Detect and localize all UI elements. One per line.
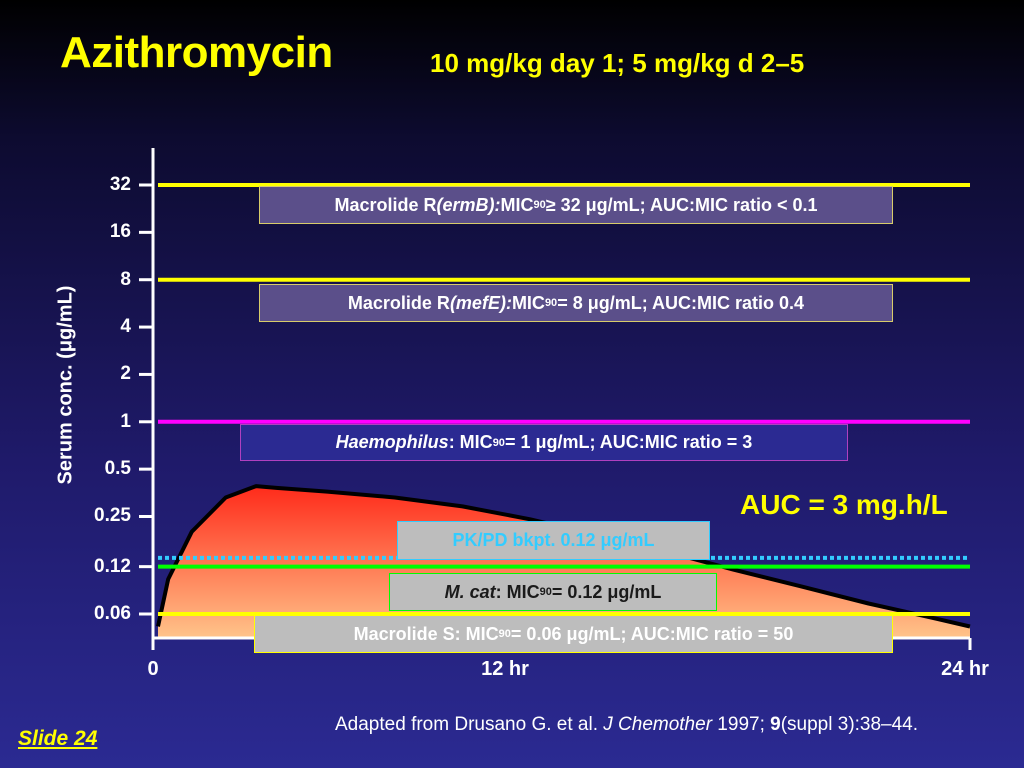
citation-journal: J Chemother [603,714,713,735]
pkpd-box: PK/PD bkpt. 0.12 μg/mL [397,521,710,560]
haemophilus-post: = 1 μg/mL; AUC:MIC ratio = 3 [504,432,753,452]
mcat-box: M. cat : MIC 90 = 0.12 μg/mL [389,573,717,611]
y-tick-label: 2 [120,363,131,385]
y-tick-label: 0.5 [104,458,131,480]
x-tick-label: 0 [147,658,159,680]
y-tick-label: 4 [120,316,131,338]
y-tick-label: 1 [120,410,131,432]
y-tick-label: 0.12 [94,555,131,577]
mefe-sub: 90 [544,297,558,309]
mcat-sub: 90 [539,586,552,598]
haemophilus-italic: Haemophilus [335,432,449,452]
citation: Adapted from Drusano G. et al. J Chemoth… [335,714,918,736]
mefe-mic: MIC [511,292,545,313]
y-tick-label: 16 [109,221,131,243]
mcat-post: = 0.12 μg/mL [551,581,662,602]
slide-number: Slide 24 [18,727,98,750]
mcat-italic: M. cat [444,581,496,602]
pkpd-text: PK/PD bkpt. 0.12 μg/mL [452,530,655,550]
macrolide-s-sub: 90 [498,628,511,640]
x-tick-label: 24 hr [941,658,989,680]
x-tick-label: 12 hr [481,658,529,680]
y-tick-label: 32 [109,174,131,195]
slide-title: Azithromycin [60,28,333,77]
ermb-box: Macrolide R (ermB): MIC 90 ≥ 32 μg/mL; AU… [259,186,893,224]
haemophilus-mic: : MIC [448,432,493,452]
haemophilus-sub: 90 [492,436,505,449]
macrolide-s-post: = 0.06 μg/mL; AUC:MIC ratio = 50 [510,623,794,644]
citation-year: 1997; [712,714,771,735]
citation-pre: Adapted from Drusano G. et al. [335,714,604,735]
ermb-sub: 90 [533,199,546,211]
mefe-post: = 8 μg/mL; AUC:MIC ratio 0.4 [557,292,805,313]
mcat-mic: : MIC [495,581,540,602]
mefe-italic: (mefE): [449,292,512,313]
macrolide-s-pre: Macrolide S: MIC [353,623,499,644]
mefe-box: Macrolide R (mefE): MIC 90 = 8 μg/mL; AUC… [259,284,893,322]
citation-volume: 9 [770,714,781,735]
mefe-pre: Macrolide R [347,292,450,313]
concentration-curve-line [156,484,971,629]
concentration-curve-area [158,486,970,638]
citation-post: (suppl 3):38–44. [780,714,919,735]
ermb-post: ≥ 32 μg/mL; AUC:MIC ratio < 0.1 [545,194,818,215]
macrolide-s-box: Macrolide S: MIC 90 = 0.06 μg/mL; AUC:MIC… [254,615,893,653]
ermb-pre: Macrolide R [334,194,437,215]
ermb-italic: (ermB): [436,194,501,215]
auc-annotation: AUC = 3 mg.h/L [740,489,948,520]
haemophilus-box: Haemophilus : MIC 90 = 1 μg/mL; AUC:MIC r… [240,424,848,461]
slide-subtitle: 10 mg/kg day 1; 5 mg/kg d 2–5 [430,48,805,78]
y-tick-label: 0.25 [94,505,131,527]
y-tick-label: 0.06 [94,603,131,624]
y-tick-label: 8 [120,268,131,290]
ermb-mic: MIC [500,194,534,215]
